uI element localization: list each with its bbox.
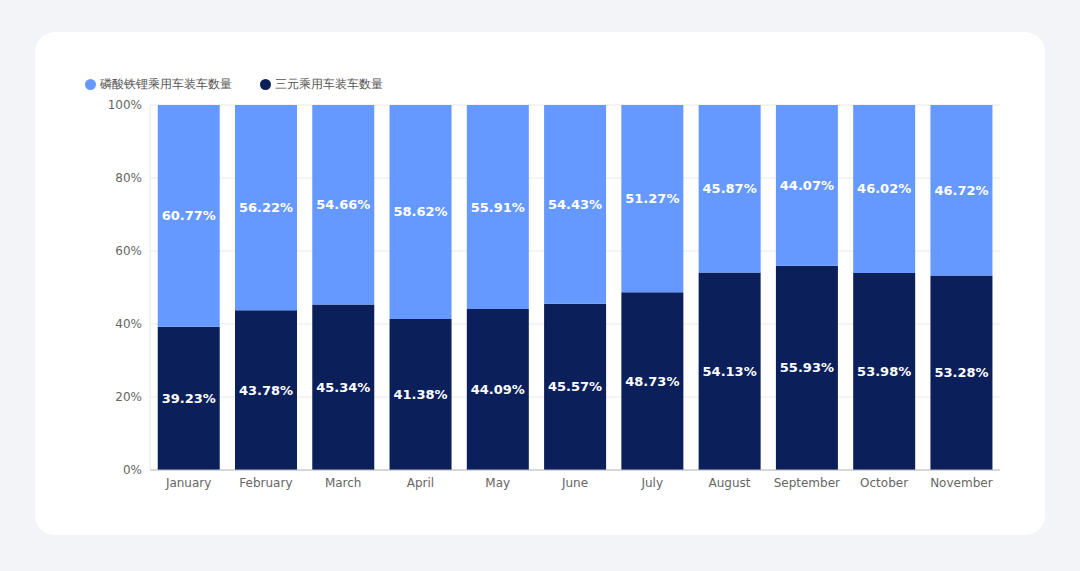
svg-text:54.66%: 54.66% (316, 197, 370, 212)
svg-text:44.09%: 44.09% (471, 382, 525, 397)
svg-text:41.38%: 41.38% (393, 387, 447, 402)
svg-text:60%: 60% (115, 244, 142, 258)
svg-text:February: February (239, 476, 292, 490)
svg-text:April: April (407, 476, 434, 490)
svg-text:55.91%: 55.91% (471, 200, 525, 215)
svg-text:58.62%: 58.62% (393, 204, 447, 219)
svg-text:51.27%: 51.27% (625, 191, 679, 206)
svg-text:60.77%: 60.77% (162, 208, 216, 223)
svg-text:20%: 20% (115, 390, 142, 404)
svg-text:39.23%: 39.23% (162, 391, 216, 406)
svg-text:November: November (930, 476, 992, 490)
svg-text:September: September (774, 476, 840, 490)
svg-text:54.13%: 54.13% (703, 364, 757, 379)
svg-text:45.87%: 45.87% (703, 181, 757, 196)
svg-text:46.02%: 46.02% (857, 181, 911, 196)
svg-text:45.57%: 45.57% (548, 379, 602, 394)
svg-text:0%: 0% (123, 463, 142, 477)
html-text:磷酸铁锂乘用车装车数量: 磷酸铁锂乘用车装车数量 (100, 77, 232, 91)
svg-text:80%: 80% (115, 171, 142, 185)
svg-text:55.93%: 55.93% (780, 360, 834, 375)
svg-text:40%: 40% (115, 317, 142, 331)
svg-text:May: May (485, 476, 510, 490)
svg-text:46.72%: 46.72% (934, 183, 988, 198)
svg-text:45.34%: 45.34% (316, 380, 370, 395)
svg-text:56.22%: 56.22% (239, 200, 293, 215)
svg-text:October: October (860, 476, 908, 490)
svg-text:100%: 100% (108, 98, 142, 112)
html-text:三元乘用车装车数量: 三元乘用车装车数量 (275, 77, 383, 91)
svg-text:July: July (640, 476, 663, 490)
svg-text:48.73%: 48.73% (625, 374, 679, 389)
svg-text:June: June (561, 476, 588, 490)
svg-text:March: March (325, 476, 362, 490)
svg-text:January: January (165, 476, 212, 490)
svg-text:53.28%: 53.28% (934, 365, 988, 380)
svg-text:54.43%: 54.43% (548, 197, 602, 212)
svg-text:August: August (709, 476, 751, 490)
svg-text:53.98%: 53.98% (857, 364, 911, 379)
svg-text:44.07%: 44.07% (780, 178, 834, 193)
svg-text:43.78%: 43.78% (239, 383, 293, 398)
